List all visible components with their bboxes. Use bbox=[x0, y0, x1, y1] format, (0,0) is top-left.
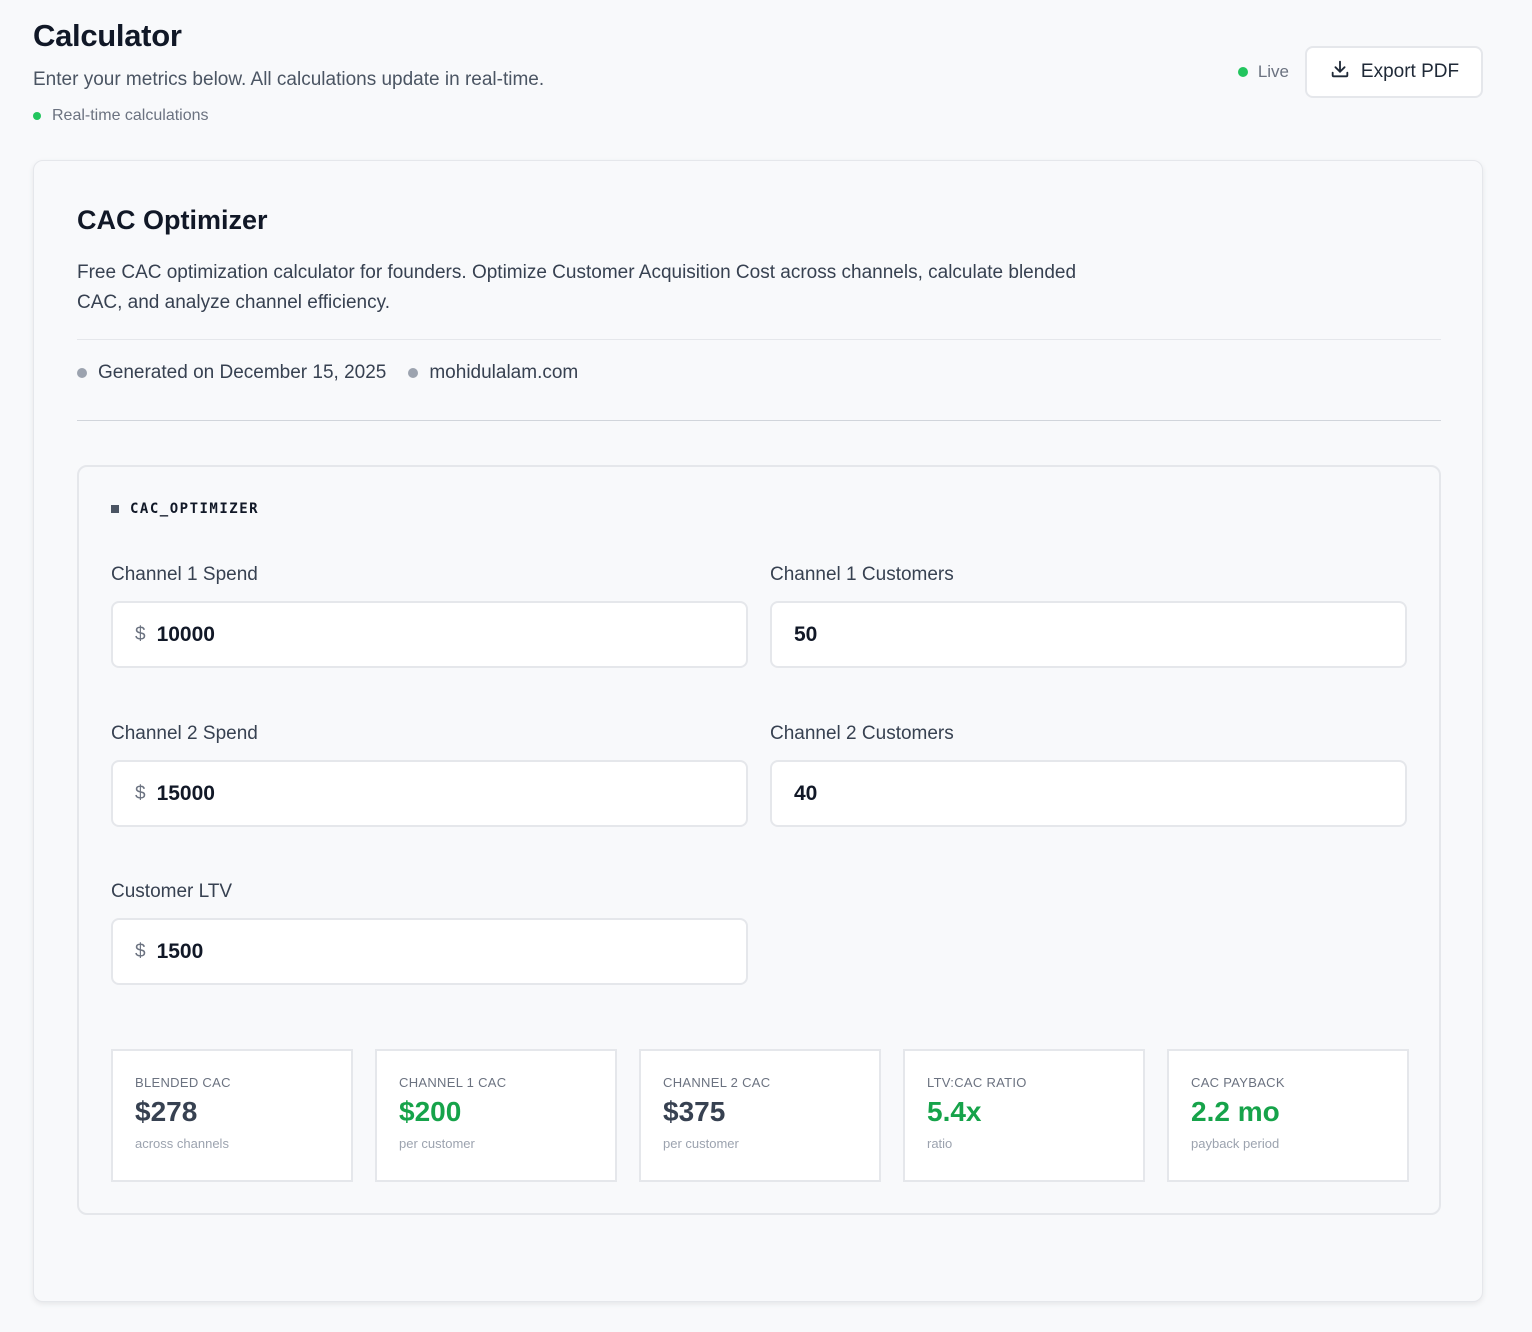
result-card-channel-1-cac: CHANNEL 1 CAC $200 per customer bbox=[375, 1049, 617, 1182]
header-actions: Live Export PDF bbox=[1237, 46, 1483, 98]
customer-ltv-input[interactable] bbox=[156, 939, 657, 964]
currency-prefix: $ bbox=[135, 623, 146, 645]
site-credit: mohidulalam.com bbox=[408, 362, 578, 384]
result-value: $278 bbox=[135, 1096, 198, 1127]
results-row: BLENDED CAC $278 across channels CHANNEL… bbox=[111, 1049, 1409, 1182]
result-label: BLENDED CAC bbox=[135, 1075, 231, 1090]
channel-2-customers-input-box[interactable] bbox=[770, 760, 1407, 827]
download-icon bbox=[1329, 58, 1351, 86]
result-card-channel-2-cac: CHANNEL 2 CAC $375 per customer bbox=[639, 1049, 881, 1182]
channel-2-customers-input[interactable] bbox=[794, 781, 1294, 806]
live-label: Live bbox=[1257, 62, 1289, 81]
currency-prefix: $ bbox=[135, 782, 146, 804]
result-card-ltv-cac-ratio: LTV:CAC RATIO 5.4x ratio bbox=[903, 1049, 1145, 1182]
calculator-card: CAC Optimizer Free CAC optimization calc… bbox=[33, 160, 1483, 1302]
customer-ltv-field: Customer LTV $ bbox=[111, 880, 748, 985]
field-label: Channel 1 Spend bbox=[111, 564, 258, 585]
bullet-icon bbox=[408, 368, 419, 378]
divider bbox=[77, 339, 1441, 340]
result-sub: per customer bbox=[663, 1136, 739, 1151]
currency-prefix: $ bbox=[135, 940, 146, 962]
result-label: LTV:CAC RATIO bbox=[927, 1075, 1027, 1090]
result-card-blended-cac: BLENDED CAC $278 across channels bbox=[111, 1049, 353, 1182]
channel-1-spend-input[interactable] bbox=[156, 622, 657, 647]
result-value: 2.2 mo bbox=[1191, 1096, 1280, 1127]
live-status: Live bbox=[1237, 62, 1289, 82]
field-label: Channel 1 Customers bbox=[770, 564, 954, 585]
page-subtitle: Enter your metrics below. All calculatio… bbox=[33, 69, 545, 90]
export-pdf-label: Export PDF bbox=[1360, 61, 1460, 82]
panel-tag: CAC_OPTIMIZER bbox=[111, 501, 259, 517]
field-label: Channel 2 Customers bbox=[770, 723, 954, 744]
divider bbox=[77, 420, 1441, 421]
result-sub: ratio bbox=[927, 1136, 953, 1151]
generated-date-text: Generated on December 15, 2025 bbox=[98, 362, 387, 383]
result-card-cac-payback: CAC PAYBACK 2.2 mo payback period bbox=[1167, 1049, 1409, 1182]
square-icon bbox=[111, 505, 119, 513]
result-sub: payback period bbox=[1191, 1136, 1280, 1151]
channel-2-spend-input[interactable] bbox=[156, 781, 657, 806]
result-value: $375 bbox=[663, 1096, 726, 1127]
result-label: CAC PAYBACK bbox=[1191, 1075, 1285, 1090]
customer-ltv-input-box[interactable]: $ bbox=[111, 918, 748, 985]
result-sub: per customer bbox=[399, 1136, 475, 1151]
site-credit-text: mohidulalam.com bbox=[429, 362, 579, 383]
channel-2-customers-field: Channel 2 Customers bbox=[770, 722, 1407, 827]
channel-1-spend-field: Channel 1 Spend $ bbox=[111, 563, 748, 668]
result-label: CHANNEL 1 CAC bbox=[399, 1075, 507, 1090]
result-label: CHANNEL 2 CAC bbox=[663, 1075, 771, 1090]
bullet-icon bbox=[77, 368, 87, 378]
status-dot-icon bbox=[33, 112, 41, 120]
realtime-label: Real-time calculations bbox=[52, 107, 209, 124]
channel-2-spend-field: Channel 2 Spend $ bbox=[111, 722, 748, 827]
channel-2-spend-input-box[interactable]: $ bbox=[111, 760, 748, 827]
channel-1-customers-input-box[interactable] bbox=[770, 601, 1407, 668]
result-value: 5.4x bbox=[927, 1096, 982, 1127]
page-title: Calculator bbox=[33, 18, 182, 53]
field-label: Customer LTV bbox=[111, 881, 233, 902]
live-dot-icon bbox=[1237, 67, 1248, 77]
panel-tag-text: CAC_OPTIMIZER bbox=[130, 501, 260, 517]
card-description: Free CAC optimization calculator for fou… bbox=[77, 262, 1077, 313]
field-label: Channel 2 Spend bbox=[111, 723, 258, 744]
export-pdf-button[interactable]: Export PDF bbox=[1305, 46, 1483, 98]
result-value: $200 bbox=[399, 1096, 462, 1127]
channel-1-customers-field: Channel 1 Customers bbox=[770, 563, 1407, 668]
card-title: CAC Optimizer bbox=[77, 205, 268, 235]
generated-date: Generated on December 15, 2025 bbox=[77, 362, 386, 384]
meta-row: Generated on December 15, 2025 mohidulal… bbox=[77, 362, 600, 384]
channel-1-customers-input[interactable] bbox=[794, 622, 1294, 647]
realtime-indicator: Real-time calculations bbox=[33, 107, 209, 125]
channel-1-spend-input-box[interactable]: $ bbox=[111, 601, 748, 668]
result-sub: across channels bbox=[135, 1136, 229, 1151]
calculator-panel: CAC_OPTIMIZER Channel 1 Spend $ Channel … bbox=[77, 465, 1441, 1215]
